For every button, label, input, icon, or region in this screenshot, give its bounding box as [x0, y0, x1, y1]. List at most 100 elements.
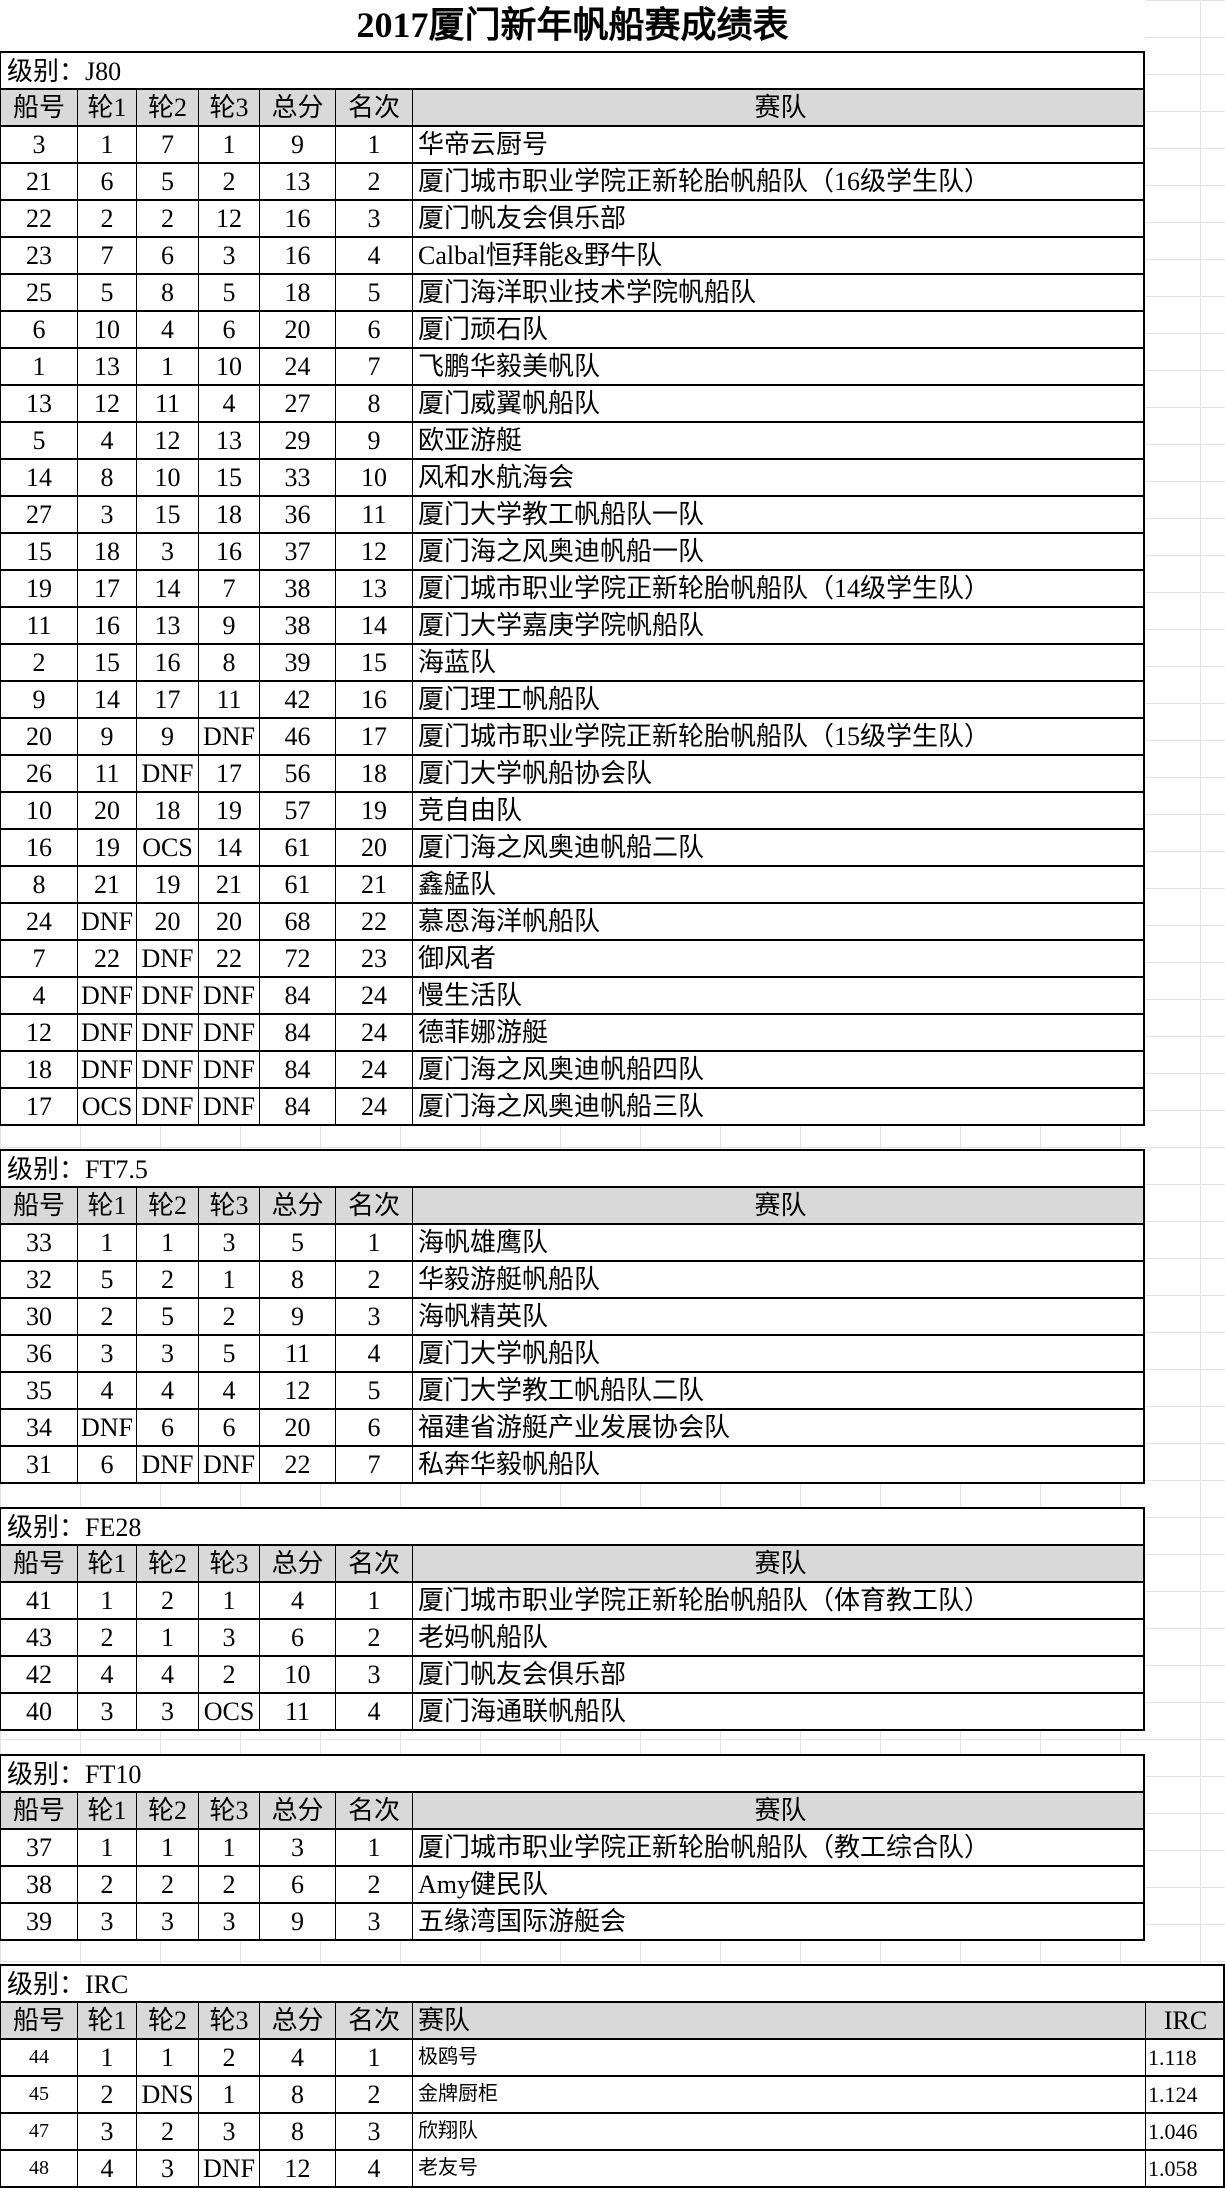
race-1-cell[interactable]: 5 [77, 1262, 136, 1297]
header-team[interactable]: 赛队 [412, 2003, 1145, 2038]
rank-cell[interactable]: 1 [335, 1225, 412, 1260]
boat-number-cell[interactable]: 32 [0, 1262, 77, 1297]
boat-number-cell[interactable]: 2 [0, 645, 77, 680]
header-rank[interactable]: 名次 [335, 1793, 412, 1828]
race-3-cell[interactable]: 2 [198, 1299, 259, 1334]
race-3-cell[interactable]: 11 [198, 682, 259, 717]
boat-number-cell[interactable]: 48 [0, 2151, 77, 2186]
team-cell[interactable]: 厦门海之风奥迪帆船二队 [412, 830, 1145, 865]
rank-cell[interactable]: 16 [335, 682, 412, 717]
boat-number-cell[interactable]: 5 [0, 423, 77, 458]
race-3-cell[interactable]: 3 [198, 2114, 259, 2149]
rank-cell[interactable]: 18 [335, 756, 412, 791]
race-2-cell[interactable]: 1 [136, 1830, 198, 1865]
total-score-cell[interactable]: 38 [259, 608, 335, 643]
race-2-cell[interactable]: 4 [136, 1373, 198, 1408]
boat-number-cell[interactable]: 22 [0, 201, 77, 236]
boat-number-cell[interactable]: 10 [0, 793, 77, 828]
boat-number-cell[interactable]: 13 [0, 386, 77, 421]
race-2-cell[interactable]: 1 [136, 1620, 198, 1655]
team-cell[interactable]: 厦门海通联帆船队 [412, 1694, 1145, 1729]
header-race-1[interactable]: 轮1 [77, 90, 136, 125]
race-2-cell[interactable]: 16 [136, 645, 198, 680]
boat-number-cell[interactable]: 45 [0, 2077, 77, 2112]
race-1-cell[interactable]: 1 [77, 127, 136, 162]
team-cell[interactable]: 竞自由队 [412, 793, 1145, 828]
race-3-cell[interactable]: 1 [198, 2077, 259, 2112]
team-cell[interactable]: 海帆精英队 [412, 1299, 1145, 1334]
race-2-cell[interactable]: DNF [136, 756, 198, 791]
total-score-cell[interactable]: 57 [259, 793, 335, 828]
total-score-cell[interactable]: 10 [259, 1657, 335, 1692]
race-2-cell[interactable]: 1 [136, 1225, 198, 1260]
boat-number-cell[interactable]: 3 [0, 127, 77, 162]
boat-number-cell[interactable]: 43 [0, 1620, 77, 1655]
race-3-cell[interactable]: 8 [198, 645, 259, 680]
boat-number-cell[interactable]: 24 [0, 904, 77, 939]
rank-cell[interactable]: 6 [335, 1410, 412, 1445]
boat-number-cell[interactable]: 7 [0, 941, 77, 976]
race-2-cell[interactable]: DNF [136, 941, 198, 976]
rank-cell[interactable]: 3 [335, 1904, 412, 1939]
boat-number-cell[interactable]: 20 [0, 719, 77, 754]
total-score-cell[interactable]: 84 [259, 1015, 335, 1050]
team-cell[interactable]: 福建省游艇产业发展协会队 [412, 1410, 1145, 1445]
race-3-cell[interactable]: 15 [198, 460, 259, 495]
race-1-cell[interactable]: 3 [77, 1694, 136, 1729]
rank-cell[interactable]: 23 [335, 941, 412, 976]
boat-number-cell[interactable]: 26 [0, 756, 77, 791]
race-2-cell[interactable]: 2 [136, 2114, 198, 2149]
irc-rating-cell[interactable]: 1.046 [1145, 2114, 1225, 2149]
rank-cell[interactable]: 17 [335, 719, 412, 754]
header-team[interactable]: 赛队 [412, 1546, 1145, 1581]
race-3-cell[interactable]: DNF [198, 978, 259, 1013]
total-score-cell[interactable]: 8 [259, 2114, 335, 2149]
race-1-cell[interactable]: 6 [77, 164, 136, 199]
irc-rating-cell[interactable]: 1.118 [1145, 2040, 1225, 2075]
total-score-cell[interactable]: 24 [259, 349, 335, 384]
rank-cell[interactable]: 12 [335, 534, 412, 569]
race-2-cell[interactable]: 1 [136, 349, 198, 384]
boat-number-cell[interactable]: 1 [0, 349, 77, 384]
header-rank[interactable]: 名次 [335, 90, 412, 125]
rank-cell[interactable]: 3 [335, 1657, 412, 1692]
race-1-cell[interactable]: 4 [77, 2151, 136, 2186]
header-race-3[interactable]: 轮3 [198, 2003, 259, 2038]
rank-cell[interactable]: 2 [335, 1262, 412, 1297]
race-1-cell[interactable]: DNF [77, 904, 136, 939]
race-2-cell[interactable]: 3 [136, 2151, 198, 2186]
race-1-cell[interactable]: 4 [77, 1373, 136, 1408]
team-cell[interactable]: 海蓝队 [412, 645, 1145, 680]
team-cell[interactable]: 极鸥号 [412, 2040, 1145, 2075]
rank-cell[interactable]: 1 [335, 2040, 412, 2075]
race-2-cell[interactable]: 11 [136, 386, 198, 421]
race-2-cell[interactable]: 3 [136, 1694, 198, 1729]
total-score-cell[interactable]: 61 [259, 867, 335, 902]
team-cell[interactable]: 华毅游艇帆船队 [412, 1262, 1145, 1297]
boat-number-cell[interactable]: 36 [0, 1336, 77, 1371]
rank-cell[interactable]: 1 [335, 1830, 412, 1865]
race-2-cell[interactable]: 13 [136, 608, 198, 643]
total-score-cell[interactable]: 4 [259, 2040, 335, 2075]
boat-number-cell[interactable]: 44 [0, 2040, 77, 2075]
race-1-cell[interactable]: DNF [77, 1052, 136, 1087]
race-1-cell[interactable]: 22 [77, 941, 136, 976]
rank-cell[interactable]: 4 [335, 1694, 412, 1729]
rank-cell[interactable]: 7 [335, 349, 412, 384]
race-3-cell[interactable]: 21 [198, 867, 259, 902]
header-team[interactable]: 赛队 [412, 1793, 1145, 1828]
header-race-3[interactable]: 轮3 [198, 1793, 259, 1828]
total-score-cell[interactable]: 72 [259, 941, 335, 976]
race-3-cell[interactable]: 2 [198, 164, 259, 199]
header-race-2[interactable]: 轮2 [136, 90, 198, 125]
race-1-cell[interactable]: 4 [77, 423, 136, 458]
race-1-cell[interactable]: 2 [77, 2077, 136, 2112]
boat-number-cell[interactable]: 17 [0, 1089, 77, 1124]
header-total-score[interactable]: 总分 [259, 2003, 335, 2038]
boat-number-cell[interactable]: 40 [0, 1694, 77, 1729]
total-score-cell[interactable]: 20 [259, 1410, 335, 1445]
race-2-cell[interactable]: 15 [136, 497, 198, 532]
race-3-cell[interactable]: 3 [198, 1225, 259, 1260]
rank-cell[interactable]: 13 [335, 571, 412, 606]
race-3-cell[interactable]: 22 [198, 941, 259, 976]
